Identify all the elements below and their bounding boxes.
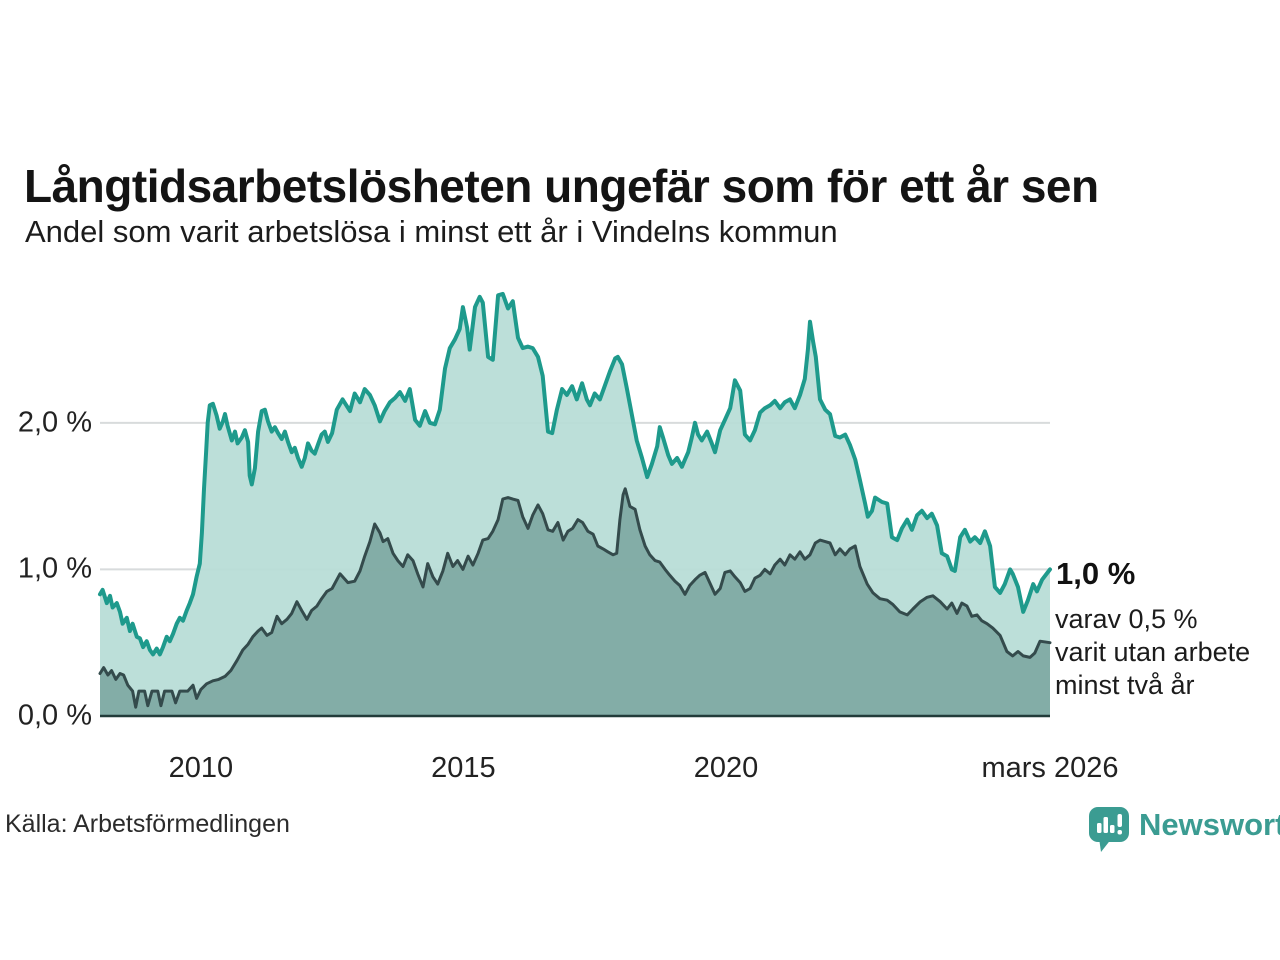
end-value-subline: varav 0,5 % (1055, 604, 1198, 634)
x-axis-tick-label: 2010 (168, 752, 234, 784)
x-axis-tick-label: mars 2026 (981, 752, 1119, 784)
end-value-label: 1,0 % (1056, 556, 1136, 591)
y-axis-tick-label: 0,0 % (17, 699, 92, 732)
series-line-0 (98, 291, 1052, 657)
end-value-subline: minst två år (1055, 670, 1195, 700)
source-label: Källa: Arbetsförmedlingen (5, 810, 290, 838)
x-axis-tick-label: 2020 (693, 752, 759, 784)
end-value-subline: varit utan arbete (1055, 637, 1251, 667)
page-subtitle: Andel som varit arbetslösa i minst ett å… (25, 214, 838, 249)
brand-wordmark: Newsworthy (1139, 807, 1280, 842)
end-value-sublabel: varav 0,5 % varit utan arbete minst två … (1055, 603, 1250, 702)
y-axis-tick-label: 2,0 % (17, 406, 92, 439)
bar-chart-speech-bubble-icon (1089, 807, 1129, 852)
x-axis-tick-label: 2015 (431, 752, 496, 784)
y-axis-tick-label: 1,0 % (17, 552, 92, 585)
page-title: Långtidsarbetslösheten ungefär som för e… (24, 159, 1099, 212)
series-area-1 (100, 488, 1050, 716)
branding: Newsworthy (1088, 804, 1280, 852)
series-line-1 (98, 487, 1052, 709)
